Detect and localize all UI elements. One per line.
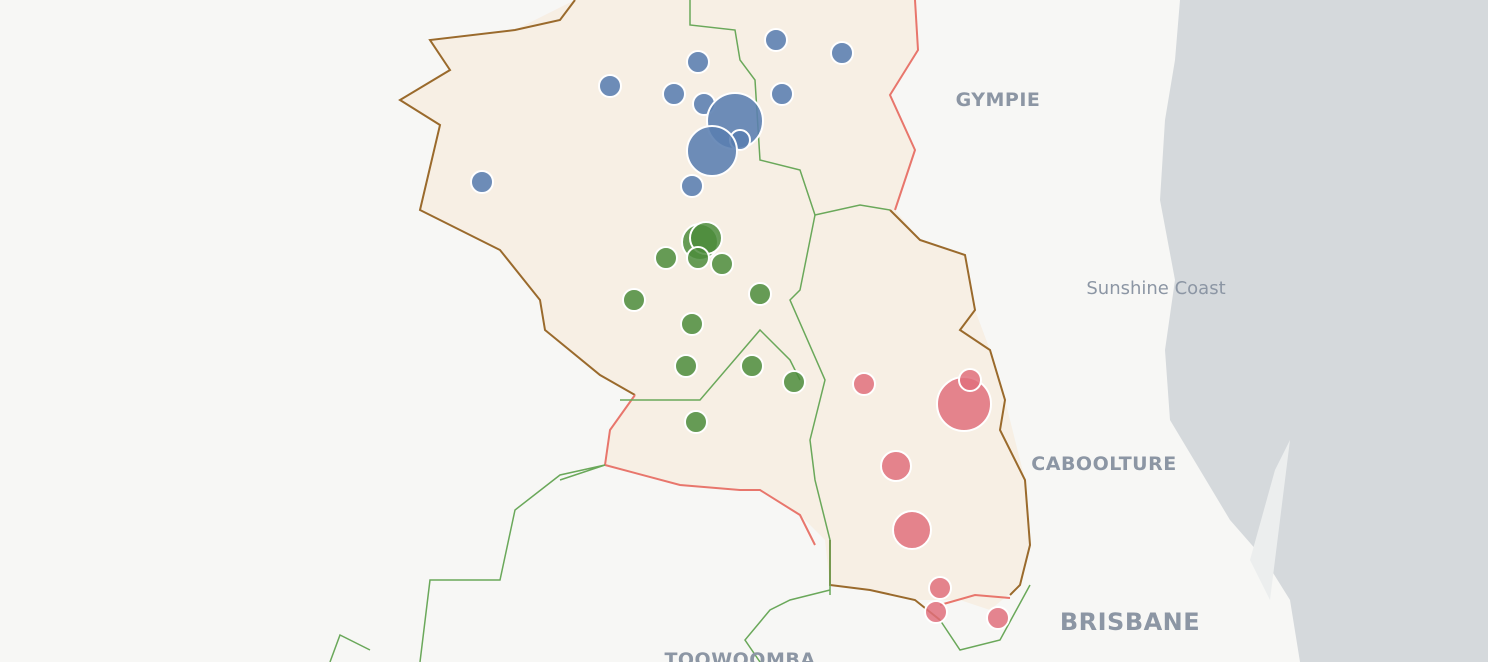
boundary <box>889 209 1032 596</box>
marker <box>892 510 932 550</box>
marker <box>924 600 948 624</box>
marker <box>680 174 704 198</box>
marker <box>782 370 806 394</box>
boundary <box>939 593 1011 606</box>
boundary <box>789 214 831 595</box>
place-label: GYMPIE <box>956 89 1041 111</box>
marker <box>748 282 772 306</box>
boundary <box>398 0 636 396</box>
marker <box>830 41 854 65</box>
marker <box>684 410 708 434</box>
marker <box>710 252 734 276</box>
marker <box>986 606 1010 630</box>
place-label: BRISBANE <box>1060 608 1200 636</box>
marker <box>686 50 710 74</box>
marker <box>958 368 982 392</box>
marker <box>680 312 704 336</box>
marker <box>654 246 678 270</box>
region-fill <box>400 0 1030 610</box>
marker <box>880 450 912 482</box>
marker <box>662 82 686 106</box>
marker <box>770 82 794 106</box>
marker <box>598 74 622 98</box>
marker <box>928 576 952 600</box>
place-label: Sunshine Coast <box>1086 278 1225 299</box>
marker <box>622 288 646 312</box>
marker <box>852 372 876 396</box>
boundary <box>329 633 371 662</box>
boundary <box>939 584 1031 651</box>
place-label: CABOOLTURE <box>1031 453 1176 475</box>
marker <box>686 125 738 177</box>
markers <box>470 28 1010 630</box>
boundary <box>888 0 920 211</box>
marker <box>674 354 698 378</box>
sea <box>1160 0 1488 662</box>
marker <box>470 170 494 194</box>
island <box>1250 440 1290 600</box>
boundary <box>744 589 831 662</box>
marker <box>740 354 764 378</box>
boundary <box>620 328 801 401</box>
place-label: TOOWOOMBA <box>664 649 815 662</box>
marker <box>764 28 788 52</box>
boundary <box>603 394 816 546</box>
boundary <box>419 464 606 662</box>
marker <box>686 246 710 270</box>
